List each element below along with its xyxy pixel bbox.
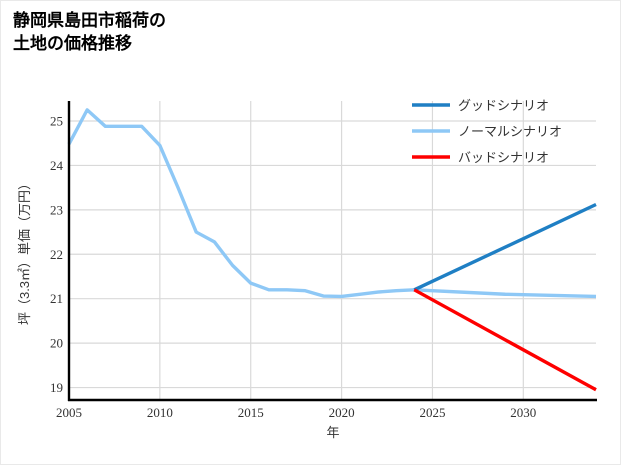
chart-title: 静岡県島田市稲荷の 土地の価格推移 bbox=[13, 11, 166, 54]
legend-label-0: グッドシナリオ bbox=[458, 98, 549, 113]
x-tick-label: 2020 bbox=[329, 405, 355, 420]
x-tick-label: 2005 bbox=[56, 405, 82, 420]
y-tick-label: 23 bbox=[50, 202, 63, 217]
legend-label-2: バッドシナリオ bbox=[458, 150, 549, 165]
x-axis-tick-labels: 2005 2010 2015 2020 2025 2030 bbox=[56, 405, 536, 420]
y-tick-label: 19 bbox=[50, 380, 63, 395]
series-line-0 bbox=[413, 202, 597, 292]
series-line-1 bbox=[67, 108, 597, 299]
x-tick-label: 2015 bbox=[238, 405, 264, 420]
series-lines-group bbox=[67, 108, 597, 392]
y-tick-label: 21 bbox=[50, 291, 63, 306]
x-tick-label: 2010 bbox=[147, 405, 173, 420]
y-tick-label: 24 bbox=[50, 158, 64, 173]
y-axis-tick-labels: 19 20 21 22 23 24 25 bbox=[50, 113, 64, 395]
y-tick-label: 25 bbox=[50, 113, 63, 128]
gridlines-group bbox=[68, 101, 596, 400]
x-tick-label: 2025 bbox=[419, 405, 445, 420]
y-axis-title: 坪（3.3㎡）単価（万円） bbox=[17, 177, 32, 325]
x-tick-label: 2030 bbox=[510, 405, 536, 420]
legend-label-1: ノーマルシナリオ bbox=[458, 124, 562, 139]
series-line-2 bbox=[413, 288, 597, 392]
y-tick-label: 22 bbox=[50, 247, 63, 262]
x-axis-title: 年 bbox=[326, 425, 339, 440]
axis-lines-group bbox=[67, 101, 597, 402]
y-tick-label: 20 bbox=[50, 336, 63, 351]
